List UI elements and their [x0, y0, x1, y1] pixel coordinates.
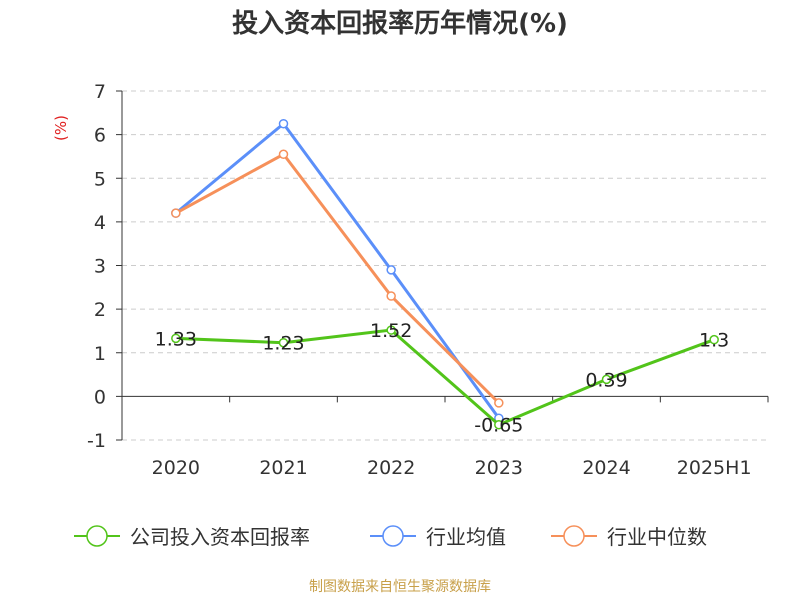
series-line — [174, 122, 501, 420]
y-tick-label: 2 — [94, 299, 106, 321]
data-label: 1.3 — [699, 330, 729, 352]
data-label: 1.23 — [262, 333, 304, 355]
legend-circle-marker — [86, 525, 108, 547]
series-point — [709, 334, 719, 345]
series-point — [278, 118, 289, 129]
x-tick-label: 2021 — [259, 457, 307, 479]
chart-title: 投入资本回报率历年情况(%) — [232, 9, 568, 39]
axes: -1 0 1 2 3 4 5 6 7 2020 2021 2022 2023 2024 2025H1 (%) — [52, 81, 769, 479]
data-label: 0.39 — [585, 369, 627, 391]
series-lines — [171, 118, 719, 430]
series-point — [494, 398, 504, 408]
x-tick-label: 2023 — [475, 457, 523, 479]
legend-item[interactable]: 公司投入资本回报率 — [74, 525, 310, 549]
series-point — [278, 149, 289, 160]
data-label: 1.33 — [155, 328, 197, 350]
legend-label: 行业中位数 — [607, 525, 707, 549]
data-source-footer: 制图数据来自恒生聚源数据库 — [309, 579, 491, 595]
y-axis-label: (%) — [52, 115, 70, 141]
series-point — [494, 419, 504, 430]
x-tick-label: 2025H1 — [677, 457, 752, 479]
series-line — [175, 152, 500, 404]
grid-lines — [122, 90, 768, 441]
y-tick-label: 1 — [94, 343, 106, 365]
series-point — [171, 333, 181, 344]
legend-label: 公司投入资本回报率 — [130, 525, 310, 549]
y-tick-label: 3 — [94, 256, 106, 278]
y-tick-label: 5 — [94, 168, 106, 190]
legend-label: 行业均值 — [426, 525, 506, 549]
data-label: 1.52 — [370, 320, 412, 342]
y-tick-label: 4 — [94, 212, 106, 234]
legend-item[interactable]: 行业均值 — [370, 525, 506, 549]
series-line — [175, 328, 715, 427]
series-point — [601, 374, 612, 385]
series-point — [171, 208, 181, 218]
data-label: -0.65 — [474, 415, 523, 437]
y-tick-label: 6 — [94, 125, 106, 147]
data-labels: 1.33 1.23 1.52 -0.65 0.39 1.3 — [155, 320, 730, 437]
legend-item[interactable]: 行业中位数 — [551, 525, 707, 549]
series-point — [386, 291, 396, 301]
legend-circle-marker — [382, 525, 404, 547]
legend: 公司投入资本回报率 行业均值 行业中位数 — [74, 525, 707, 549]
x-tick-label: 2022 — [367, 457, 415, 479]
x-tick-label: 2020 — [152, 457, 200, 479]
y-tick-label: 0 — [94, 386, 106, 408]
y-tick-label: 7 — [94, 81, 106, 103]
x-tick-label: 2024 — [582, 457, 630, 479]
series-point — [386, 265, 396, 275]
series-point — [278, 337, 289, 348]
legend-circle-marker — [563, 525, 585, 547]
y-tick-label: -1 — [87, 430, 106, 452]
series-point — [386, 325, 396, 335]
